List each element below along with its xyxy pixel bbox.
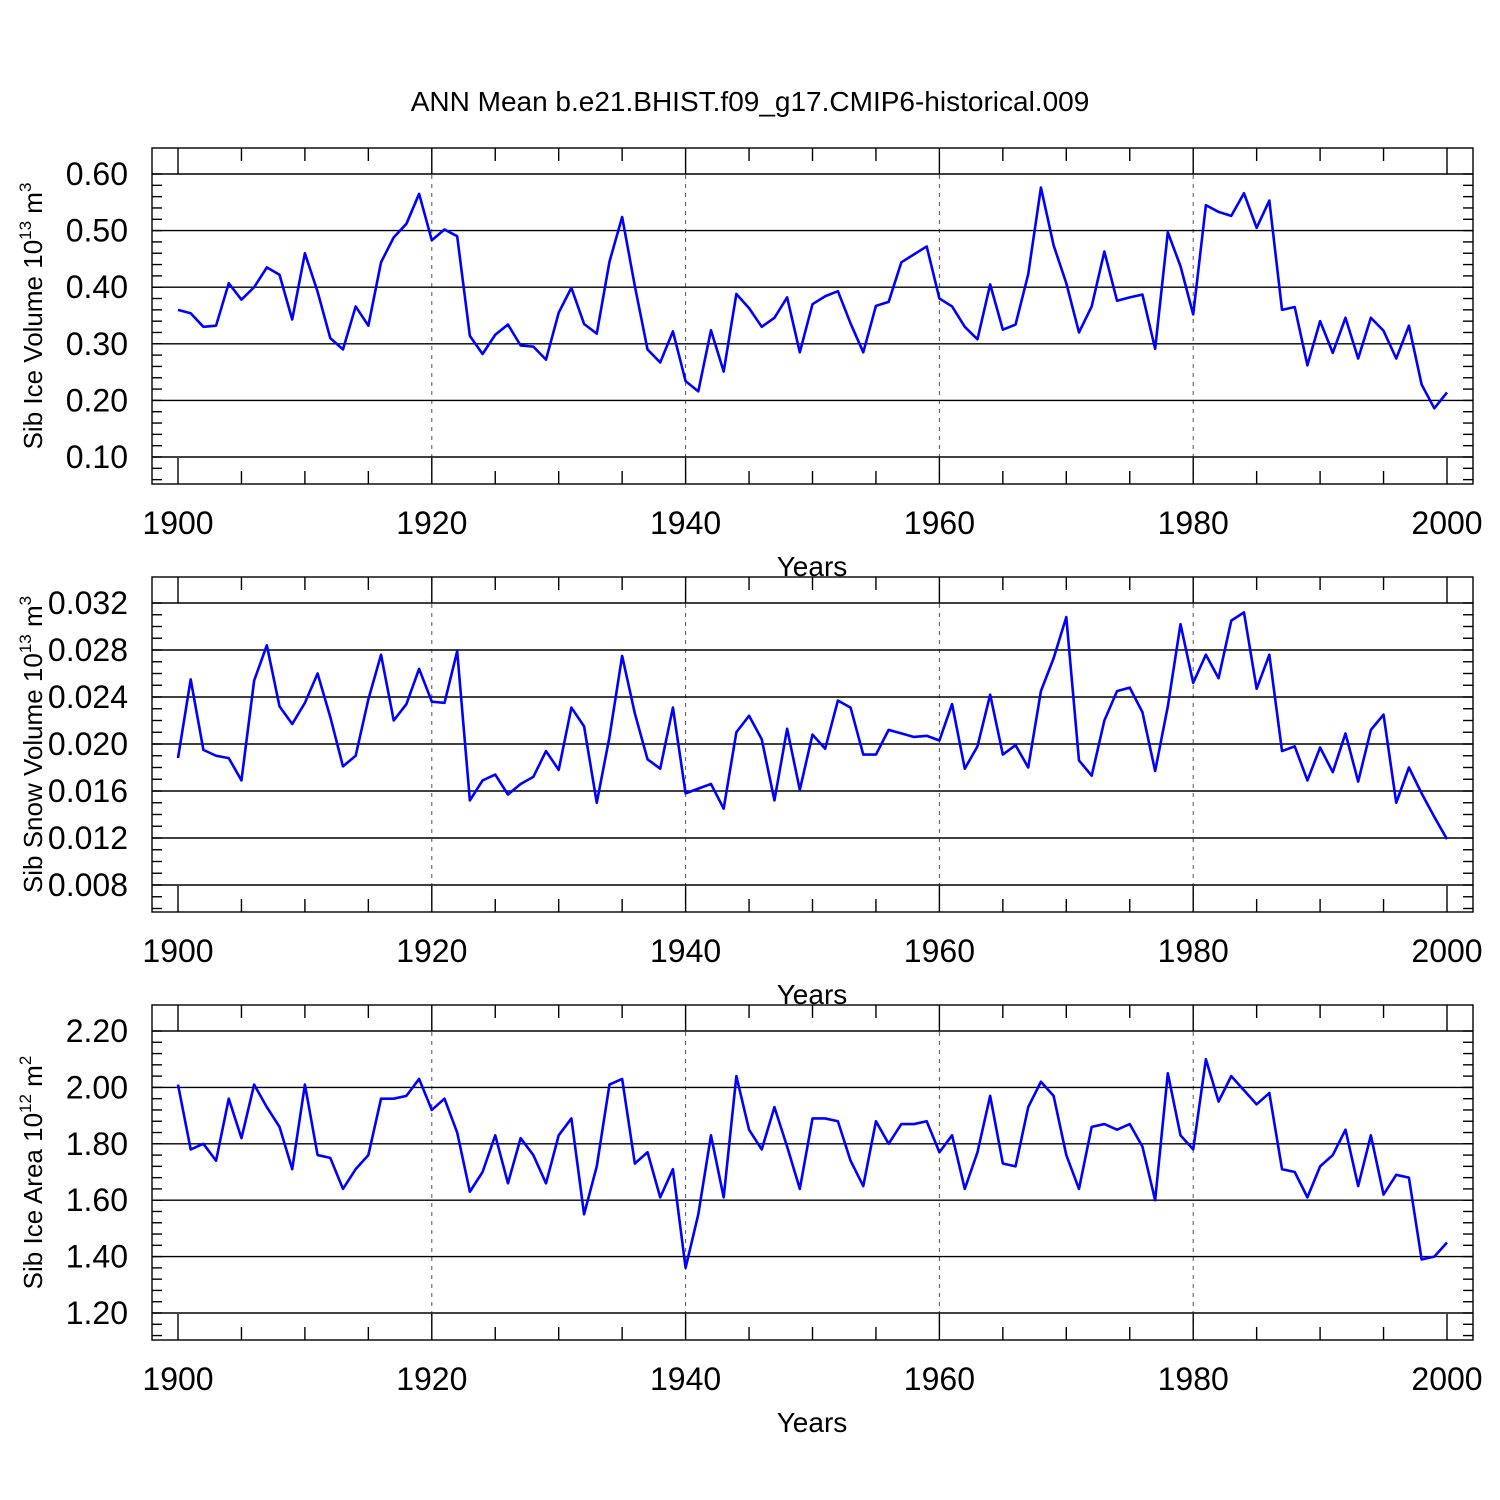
panel-ice-volume: 0.10 0.20 0.30 0.40 0.50 0.60 1900 1920 1940 1960… <box>16 147 1483 582</box>
chart-title: ANN Mean b.e21.BHIST.f09_g17.CMIP6-histo… <box>411 86 1090 117</box>
y-tick-label: 1.80 <box>66 1126 128 1162</box>
x-axis-title: Years <box>777 1407 848 1438</box>
x-tick-label: 1920 <box>396 1361 467 1397</box>
y-tick-label: 0.30 <box>66 326 128 362</box>
series-line-ice-area <box>176 1057 1448 1270</box>
x-tick-label: 2000 <box>1411 505 1482 541</box>
x-tick-label: 1940 <box>650 933 721 969</box>
y-tick-label: 0.012 <box>48 820 128 856</box>
series-line-snow-volume <box>176 611 1449 840</box>
y-tick-label: 1.60 <box>66 1182 128 1218</box>
panel-snow-volume: 0.008 0.012 0.016 0.020 0.024 0.028 0.032 1900 1… <box>16 576 1483 1010</box>
x-tick-label: 2000 <box>1411 933 1482 969</box>
x-tick-label: 1940 <box>650 1361 721 1397</box>
y-axis-title: Sib Snow Volume 1013 m3 <box>16 596 48 893</box>
x-tick-label: 1960 <box>904 505 975 541</box>
x-tick-label: 1980 <box>1158 933 1229 969</box>
y-tick-label: 0.008 <box>48 867 128 903</box>
y-tick-label: 0.20 <box>66 382 128 418</box>
y-tick-label: 0.024 <box>48 679 128 715</box>
x-tick-label: 1920 <box>396 505 467 541</box>
y-tick-label: 2.00 <box>66 1069 128 1105</box>
y-tick-label: 0.016 <box>48 773 128 809</box>
plot-frame <box>151 1004 1474 1341</box>
x-tick-label: 1940 <box>650 505 721 541</box>
x-tick-label: 1980 <box>1158 1361 1229 1397</box>
series-line-ice-volume <box>177 186 1449 410</box>
x-tick-label: 1900 <box>142 1361 213 1397</box>
x-tick-label: 1980 <box>1158 505 1229 541</box>
x-tick-label: 1960 <box>904 1361 975 1397</box>
x-tick-label: 1900 <box>142 933 213 969</box>
panel-ice-area: 1.20 1.40 1.60 1.80 2.00 2.20 1900 1920 1940 1960… <box>16 1004 1483 1438</box>
y-axis-title: Sib Ice Area 1012 m2 <box>16 1056 48 1290</box>
plot-frame <box>151 147 1474 485</box>
y-tick-label: 0.10 <box>66 439 128 475</box>
x-tick-label: 1960 <box>904 933 975 969</box>
y-tick-label: 0.028 <box>48 632 128 668</box>
x-tick-label: 1920 <box>396 933 467 969</box>
y-tick-label: 0.020 <box>48 726 128 762</box>
y-tick-label: 0.40 <box>66 269 128 305</box>
y-tick-label: 0.50 <box>66 213 128 249</box>
y-tick-label: 2.20 <box>66 1013 128 1049</box>
y-tick-label: 0.032 <box>48 585 128 621</box>
y-tick-label: 0.60 <box>66 156 128 192</box>
y-tick-label: 1.20 <box>66 1295 128 1331</box>
x-tick-label: 1900 <box>142 505 213 541</box>
x-tick-label: 2000 <box>1411 1361 1482 1397</box>
y-axis-title: Sib Ice Volume 1013 m3 <box>16 183 48 450</box>
y-tick-label: 1.40 <box>66 1239 128 1275</box>
